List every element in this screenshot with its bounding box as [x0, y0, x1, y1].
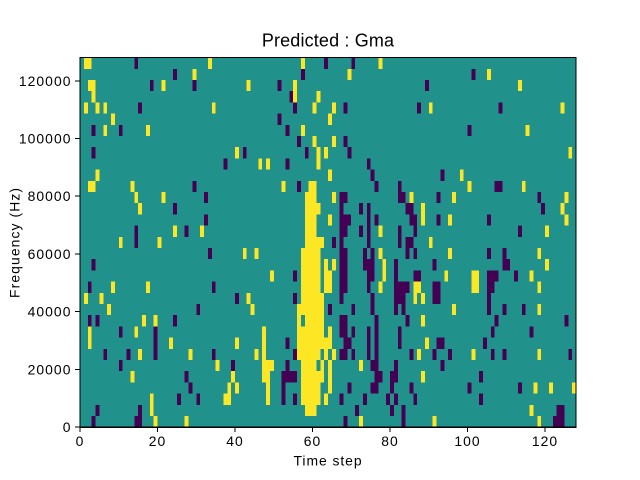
svg-text:0: 0 [76, 433, 85, 449]
svg-text:80: 80 [381, 433, 399, 449]
svg-text:40000: 40000 [28, 304, 72, 320]
svg-text:80000: 80000 [28, 188, 72, 204]
svg-text:20000: 20000 [28, 361, 72, 377]
svg-text:120000: 120000 [19, 73, 72, 89]
svg-text:Frequency (Hz): Frequency (Hz) [7, 187, 23, 298]
svg-text:40: 40 [226, 433, 244, 449]
svg-text:100: 100 [454, 433, 480, 449]
svg-text:60000: 60000 [28, 246, 72, 262]
svg-text:Predicted : Gma: Predicted : Gma [262, 30, 395, 50]
svg-text:20: 20 [149, 433, 167, 449]
svg-text:60: 60 [304, 433, 322, 449]
svg-text:0: 0 [63, 419, 72, 435]
svg-text:100000: 100000 [19, 131, 72, 147]
svg-text:120: 120 [532, 433, 558, 449]
svg-text:Time step: Time step [293, 452, 362, 468]
